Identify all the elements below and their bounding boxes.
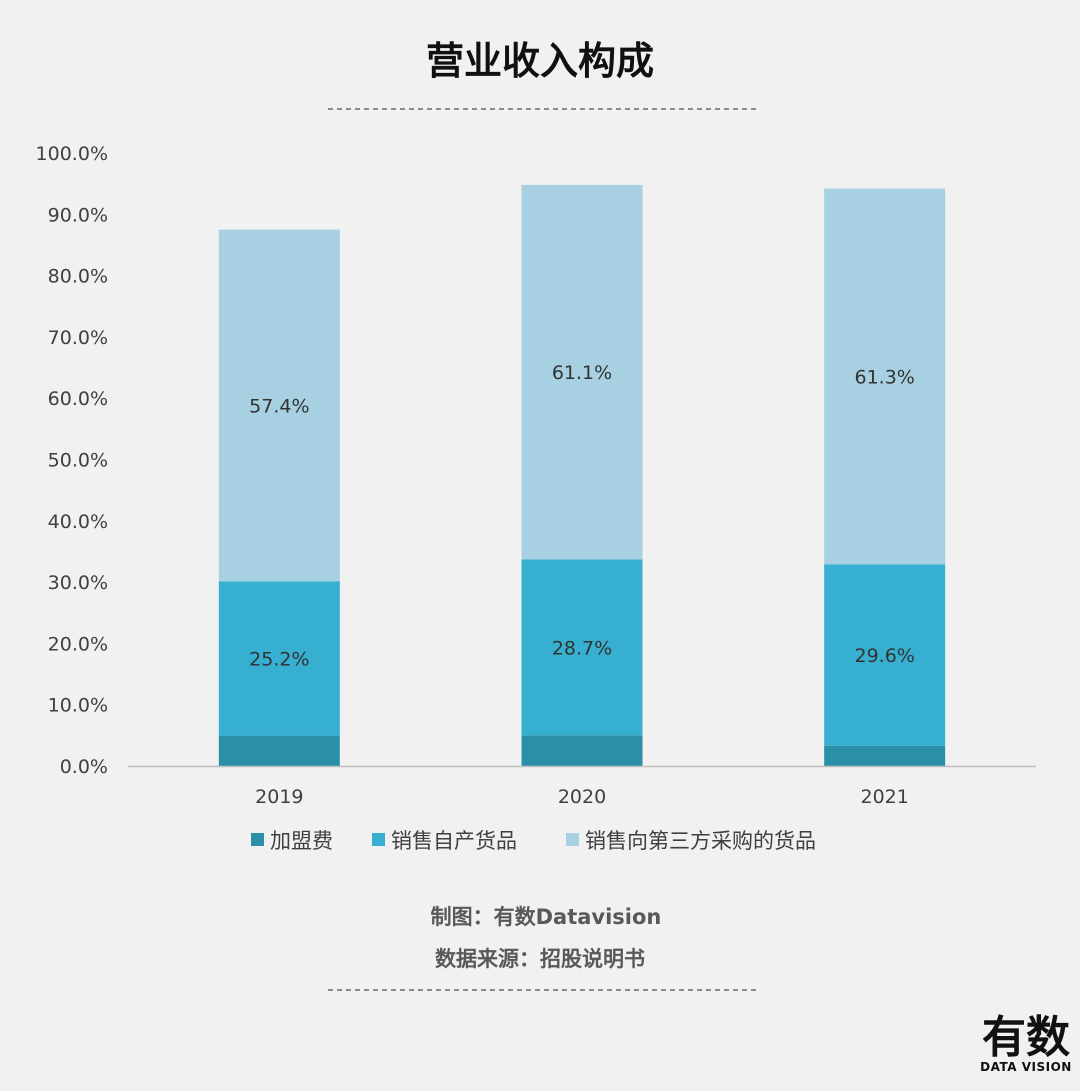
bar-segment	[218, 735, 340, 766]
y-tick-label: 40.0%	[48, 511, 108, 533]
data-label: 61.1%	[552, 362, 612, 384]
bar-series: 25.2% 57.4% 28.7% 61.1% 29.6% 61.3%	[218, 184, 946, 766]
x-tick-label: 2019	[255, 786, 303, 808]
y-tick-label: 90.0%	[48, 204, 108, 226]
source-text: 数据来源：招股说明书	[435, 947, 645, 971]
bar-segment	[218, 229, 340, 582]
data-label: 28.7%	[552, 637, 612, 659]
y-tick-label: 50.0%	[48, 450, 108, 472]
bar-segment	[824, 564, 946, 746]
bar-segment	[218, 581, 340, 736]
y-tick-label: 10.0%	[48, 695, 108, 717]
brand-logo: 有数 DATA VISION	[980, 1012, 1072, 1074]
x-axis: 2019 2020 2021	[255, 786, 909, 808]
logo-main-text: 有数	[982, 1012, 1070, 1063]
y-tick-label: 70.0%	[48, 327, 108, 349]
legend: 加盟费 销售自产货品 销售向第三方采购的货品	[251, 829, 816, 853]
y-tick-label: 60.0%	[48, 388, 108, 410]
bar-segment	[824, 188, 946, 565]
legend-label: 加盟费	[270, 829, 333, 853]
y-tick-label: 80.0%	[48, 266, 108, 288]
data-label: 25.2%	[249, 649, 309, 671]
legend-label: 销售向第三方采购的货品	[585, 829, 816, 853]
y-axis: 0.0% 10.0% 20.0% 30.0% 40.0% 50.0% 60.0% 70.0% 8…	[36, 143, 108, 778]
legend-label: 销售自产货品	[391, 829, 517, 853]
x-tick-label: 2021	[860, 786, 908, 808]
data-label: 57.4%	[249, 396, 309, 418]
chart-title: 营业收入构成	[426, 39, 654, 83]
legend-swatch	[251, 833, 264, 846]
legend-swatch	[372, 833, 385, 846]
bar-segment	[824, 745, 946, 766]
logo-sub-text: DATA VISION	[980, 1060, 1072, 1074]
x-tick-label: 2020	[558, 786, 606, 808]
credit-text: 制图：有数Datavision	[431, 905, 662, 929]
legend-swatch	[566, 833, 579, 846]
data-label: 61.3%	[854, 366, 914, 388]
data-label: 29.6%	[854, 645, 914, 667]
bar-segment	[521, 735, 643, 766]
y-tick-label: 20.0%	[48, 633, 108, 655]
y-tick-label: 100.0%	[36, 143, 108, 165]
y-tick-label: 30.0%	[48, 572, 108, 594]
bar-segment	[521, 184, 643, 560]
y-tick-label: 0.0%	[60, 756, 108, 778]
bar-segment	[521, 559, 643, 736]
